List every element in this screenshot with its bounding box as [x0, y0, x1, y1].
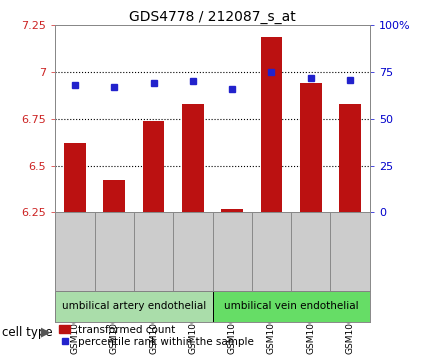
- Bar: [339, 104, 361, 212]
- Bar: [55, 291, 212, 322]
- Bar: [182, 104, 204, 212]
- Text: cell type: cell type: [2, 326, 53, 339]
- Legend: transformed count, percentile rank within the sample: transformed count, percentile rank withi…: [55, 321, 258, 351]
- Bar: [103, 180, 125, 212]
- Text: umbilical vein endothelial: umbilical vein endothelial: [224, 301, 358, 311]
- Title: GDS4778 / 212087_s_at: GDS4778 / 212087_s_at: [129, 11, 296, 24]
- Bar: [212, 291, 370, 322]
- Bar: [64, 143, 86, 212]
- Bar: [300, 83, 322, 212]
- Text: ▶: ▶: [41, 326, 51, 339]
- Bar: [143, 121, 164, 212]
- Bar: [221, 208, 243, 212]
- Bar: [261, 37, 282, 212]
- Text: umbilical artery endothelial: umbilical artery endothelial: [62, 301, 206, 311]
